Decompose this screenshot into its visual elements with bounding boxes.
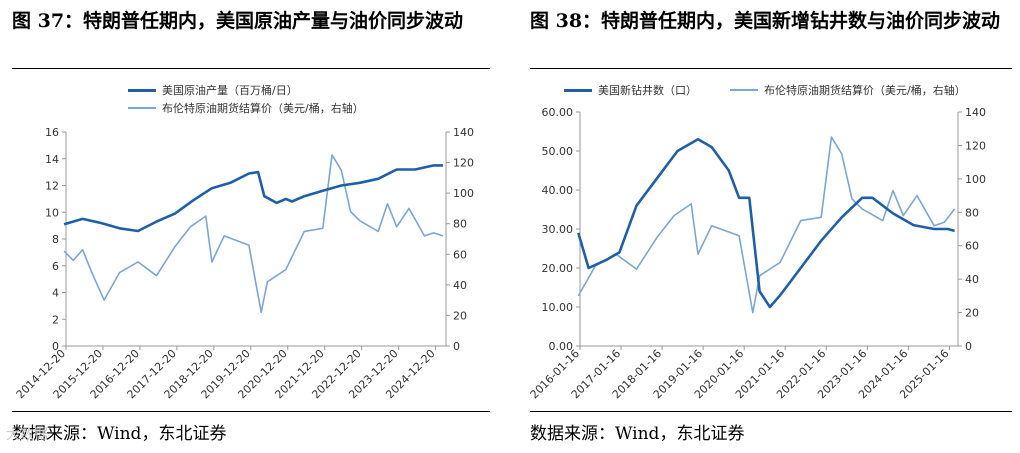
source-rule: [530, 411, 1012, 412]
y-tick-label-left: 30.00: [542, 223, 574, 236]
y-tick-label-right: 120: [453, 157, 474, 170]
source-rule: [12, 411, 490, 412]
series-line-brent: [63, 154, 444, 314]
y-tick-label-right: 80: [453, 218, 467, 231]
y-tick-label-left: 14: [45, 153, 59, 166]
y-tick-label-right: 60: [965, 240, 979, 253]
y-tick-label-left: 10: [45, 206, 59, 219]
watermark-text: 大数据: [6, 427, 48, 443]
legend-item-production: 美国原油产量（百万桶/日）: [128, 82, 298, 98]
y-tick-label-right: 120: [965, 139, 986, 152]
y-tick-label-left: 12: [45, 180, 59, 193]
series-line-primary: [63, 164, 443, 233]
y-tick-label-right: 40: [965, 273, 979, 286]
y-tick-label-right: 140: [453, 126, 474, 139]
y-tick-label-left: 8: [52, 233, 59, 246]
source-note: 数据来源：Wind，东北证券: [12, 424, 227, 444]
series-line-primary: [577, 137, 955, 309]
legend-item-brent: 布伦特原油期货结算价（美元/桶，右轴）: [730, 82, 966, 98]
y-tick-label-left: 2: [52, 313, 59, 326]
legend-label: 美国新钻井数（口）: [598, 84, 697, 97]
y-tick-label-left: 0: [52, 340, 59, 353]
y-tick-label-left: 6: [52, 260, 59, 273]
legend-item-brent: 布伦特原油期货结算价（美元/桶，右轴）: [128, 100, 364, 116]
y-tick-label-left: 4: [52, 287, 59, 300]
title-rule: [12, 68, 490, 69]
y-tick-label-right: 140: [965, 106, 986, 119]
title-rule: [530, 68, 1012, 69]
y-tick-label-left: 40.00: [542, 184, 574, 197]
y-tick-label-right: 100: [965, 173, 986, 186]
y-tick-label-right: 100: [453, 187, 474, 200]
legend-swatch: [128, 88, 156, 92]
y-tick-label-right: 60: [453, 248, 467, 261]
y-tick-label-right: 20: [453, 309, 467, 322]
figure-title: 图 37：特朗普任期内，美国原油产量与油价同步波动: [12, 10, 464, 32]
y-tick-label-left: 60.00: [542, 106, 574, 119]
y-tick-label-right: 40: [453, 279, 467, 292]
figure-38: 图 38：特朗普任期内，美国新增钻井数与油价同步波动 美国新钻井数（口） 布伦特…: [518, 0, 1020, 453]
chart-plot-area: 0.00 10.00 20.00 30.00 40.00 50.00 60.00 0 20 40 6…: [528, 106, 986, 400]
figure-37: 图 37：特朗普任期内，美国原油产量与油价同步波动 美国原油产量（百万桶/日） …: [0, 0, 500, 453]
y-tick-label-left: 10.00: [542, 301, 574, 314]
y-tick-label-left: 50.00: [542, 145, 574, 158]
source-note: 数据来源：Wind，东北证券: [530, 424, 745, 444]
series-line-brent: [577, 136, 956, 314]
y-tick-label-left: 20.00: [542, 262, 574, 275]
legend-swatch: [730, 89, 758, 91]
y-tick-label-right: 0: [453, 340, 460, 353]
legend-label: 美国原油产量（百万桶/日）: [162, 84, 298, 97]
y-tick-label-right: 0: [965, 340, 972, 353]
legend-swatch: [564, 88, 592, 92]
legend-swatch: [128, 107, 156, 109]
chart-plot-area: 02468101214160204060801001201402014-12-2…: [14, 126, 474, 401]
y-tick-label-left: 16: [45, 126, 59, 139]
figure-title: 图 38：特朗普任期内，美国新增钻井数与油价同步波动: [530, 10, 1001, 32]
y-tick-label-left: 0.00: [549, 340, 574, 353]
legend-label: 布伦特原油期货结算价（美元/桶，右轴）: [162, 102, 364, 115]
y-tick-label-right: 80: [965, 206, 979, 219]
legend-label: 布伦特原油期货结算价（美元/桶，右轴）: [764, 84, 966, 97]
legend-item-rigs: 美国新钻井数（口）: [564, 82, 697, 98]
y-tick-label-right: 20: [965, 307, 979, 320]
